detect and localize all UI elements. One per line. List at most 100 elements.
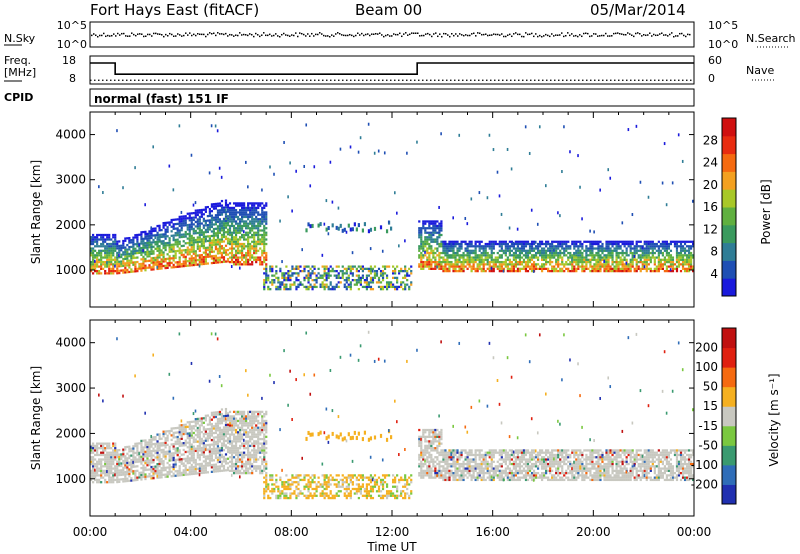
echo-cell [512,258,515,261]
echo-cell [561,170,563,174]
echo-cell [90,478,93,482]
echo-cell [460,247,463,250]
echo-cell [434,258,437,261]
echo-cell [436,231,439,234]
echo-cell [230,256,234,259]
echo-cell [685,260,689,264]
nsky-point [579,34,581,36]
echo-cell [114,256,117,259]
echo-cell [186,241,189,245]
echo-cell [361,274,364,277]
echo-cell [130,461,133,464]
echo-cell [104,247,107,250]
echo-cell [456,263,459,266]
echo-cell [174,436,177,439]
echo-cell [317,276,320,280]
echo-cell [605,263,608,266]
nsky-point [543,35,545,37]
echo-cell [226,230,230,234]
echo-cell [210,434,213,437]
echo-cell [287,279,290,282]
echo-cell [126,459,129,462]
echo-cell [691,269,695,273]
echo-cell [106,444,109,448]
echo-cell [104,465,107,468]
echo-cell [444,249,447,252]
nsky-point [593,33,595,35]
nsky-point [221,33,223,35]
echo-cell [128,248,131,251]
echo-cell [555,258,558,261]
echo-cell [534,256,538,259]
echo-cell [609,265,612,268]
echo-cell [150,443,153,446]
echo-cell [651,240,654,243]
echo-cell [162,450,165,454]
echo-cell [144,443,147,447]
echo-cell [208,443,211,446]
echo-cell [216,231,220,235]
nsky-point [507,34,509,36]
echo-cell [146,259,149,263]
echo-cell [156,451,159,454]
echo-cell [573,245,576,248]
echo-cell [406,274,409,277]
echo-cell [265,222,268,225]
echo-cell [480,263,483,266]
echo-cell [247,204,250,207]
echo-cell [220,437,224,441]
echo-cell [176,431,179,434]
echo-cell [265,254,268,257]
echo-cell [174,241,177,244]
echo-cell [685,240,689,243]
echo-cell [468,240,471,243]
echo-cell [184,235,187,238]
nsky-point [395,33,397,36]
echo-cell [591,249,594,252]
echo-cell [168,459,171,462]
echo-cell [549,254,552,257]
echo-cell [339,269,342,273]
echo-cell [279,267,282,270]
echo-cell [122,257,125,261]
nsky-point [301,32,303,35]
nsky-point [255,32,257,35]
echo-cell [142,260,145,263]
echo-cell [202,469,205,472]
echo-cell [373,265,377,268]
echo-cell [96,240,99,243]
echo-cell [220,254,224,257]
echo-cell [579,256,582,259]
echo-cell [428,263,431,266]
echo-cell [567,256,570,259]
colorbar-tick: 20 [703,178,718,192]
echo-cell [524,263,528,266]
echo-cell [597,256,600,259]
echo-cell [673,245,677,248]
echo-cell [677,245,681,248]
echo-cell [98,233,101,237]
echo-cell [387,285,391,289]
nsky-point [645,34,647,37]
echo-cell [200,453,203,456]
echo-cell [208,457,211,460]
echo-cell [265,211,268,214]
echo-cell [545,240,548,243]
echo-cell [595,269,598,273]
echo-cell [144,244,147,247]
nsky-point [615,32,617,35]
echo-cell [188,241,191,245]
echo-cell [120,455,123,458]
nsky-point [327,35,329,37]
echo-cell [522,254,526,257]
echo-cell [484,245,487,248]
echo-cell [196,222,199,226]
echo-cell [309,276,312,280]
echo-cell [657,263,660,266]
echo-cell [120,260,123,263]
echo-cell [150,243,153,246]
echo-cell [474,260,477,264]
echo-cell [96,238,99,241]
echo-cell [458,247,461,250]
nsky-point [159,33,161,36]
